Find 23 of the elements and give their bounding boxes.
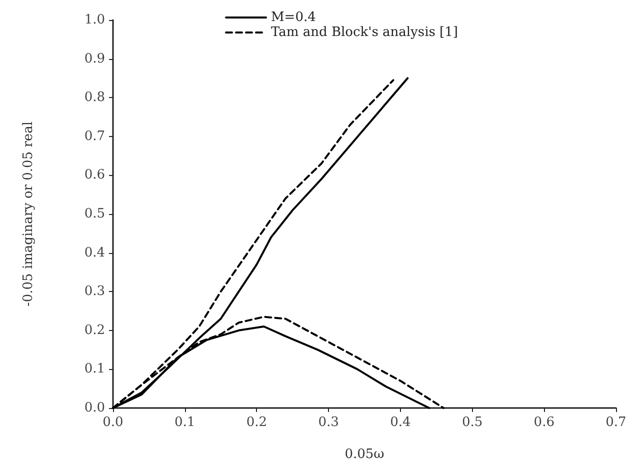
y-tick-label: 0.0	[84, 400, 105, 416]
y-tick-label: 0.3	[84, 284, 105, 300]
x-axis-title: 0.05ω	[344, 447, 384, 462]
legend-label: M=0.4	[271, 10, 316, 25]
x-tick-label: 0.0	[102, 415, 124, 430]
x-tick-label: 0.5	[462, 415, 483, 430]
x-tick-label: 0.1	[174, 415, 196, 430]
y-tick-label: 0.1	[84, 362, 105, 377]
x-tick-label: 0.2	[246, 415, 268, 430]
y-tick-label: 0.5	[84, 206, 105, 222]
y-tick-label: 0.8	[84, 90, 105, 106]
x-tick-label: 0.7	[606, 415, 626, 430]
y-tick-label: 0.2	[84, 322, 105, 338]
y-tick-label: 0.9	[84, 51, 105, 66]
y-axis-title: -0.05 imaginary or 0.05 real	[21, 121, 36, 307]
y-tick-label: 0.4	[84, 245, 105, 260]
x-tick-label: 0.4	[390, 415, 411, 430]
legend-label: Tam and Block's analysis [1]	[271, 25, 458, 40]
y-tick-label: 1.0	[84, 12, 105, 28]
x-tick-label: 0.6	[534, 415, 554, 430]
y-tick-label: 0.7	[84, 128, 105, 144]
x-tick-label: 0.3	[318, 415, 339, 430]
y-tick-label: 0.6	[84, 168, 105, 183]
